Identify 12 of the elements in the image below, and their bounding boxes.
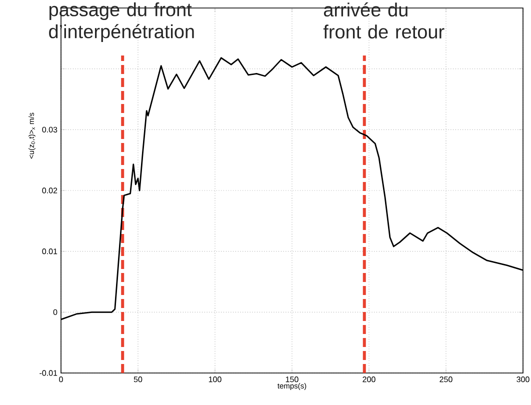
x-tick-label: 50 bbox=[134, 376, 142, 382]
x-tick-label: 250 bbox=[440, 376, 452, 382]
x-tick-label: 200 bbox=[362, 376, 376, 382]
y-tick-label: 0.02 bbox=[42, 188, 58, 194]
y-tick-label: 0 bbox=[53, 309, 58, 315]
x-tick-label: 150 bbox=[286, 376, 298, 382]
y-tick-label: 0.03 bbox=[42, 126, 58, 132]
y-tick-label: -0.01 bbox=[40, 370, 58, 376]
y-tick-label: 0.01 bbox=[42, 248, 58, 254]
x-tick-label: 100 bbox=[208, 376, 222, 382]
x-tick-label: 300 bbox=[516, 376, 530, 382]
x-tick-label: 0 bbox=[59, 376, 63, 382]
